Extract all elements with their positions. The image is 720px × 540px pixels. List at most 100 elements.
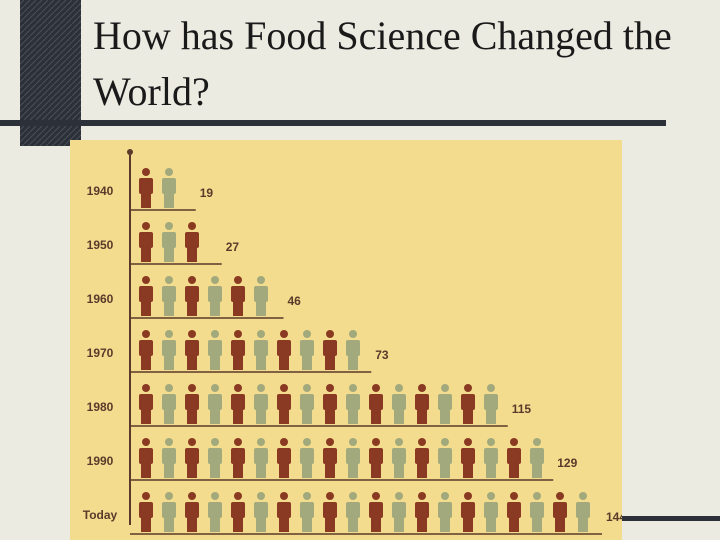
person-head (165, 384, 173, 392)
person-legs (509, 517, 519, 532)
person-body (484, 394, 498, 410)
person-body (277, 502, 291, 518)
person-body (300, 394, 314, 410)
person-head (326, 330, 334, 338)
person-body (530, 502, 544, 518)
person-legs (394, 463, 404, 478)
person-legs (486, 517, 496, 532)
person-body (254, 394, 268, 410)
person-head (487, 492, 495, 500)
person-legs (394, 409, 404, 424)
person-legs (210, 409, 220, 424)
person-body (254, 286, 268, 302)
person-legs (302, 463, 312, 478)
person-head (280, 384, 288, 392)
chart: 1940 19 1950 27 1960 46 1970 73 1980 115 1990 129 To… (70, 140, 622, 540)
person-head (372, 384, 380, 392)
person-legs (371, 463, 381, 478)
person-body (461, 502, 475, 518)
person-body (139, 448, 153, 464)
person-body (208, 286, 222, 302)
person-legs (417, 463, 427, 478)
person-head (188, 276, 196, 284)
person-legs (325, 463, 335, 478)
person-body (185, 394, 199, 410)
bottom-rule (610, 516, 720, 521)
person-body (231, 502, 245, 518)
person-legs (187, 517, 197, 532)
person-head (303, 492, 311, 500)
person-legs (417, 409, 427, 424)
person-head (395, 438, 403, 446)
person-legs (417, 517, 427, 532)
person-body (415, 448, 429, 464)
person-head (234, 276, 242, 284)
person-head (165, 330, 173, 338)
person-body (461, 394, 475, 410)
person-legs (440, 409, 450, 424)
person-head (349, 492, 357, 500)
person-head (257, 276, 265, 284)
person-legs (463, 517, 473, 532)
person-head (165, 492, 173, 500)
person-body (162, 448, 176, 464)
person-body (507, 502, 521, 518)
person-body (415, 502, 429, 518)
person-legs (141, 409, 151, 424)
person-legs (210, 517, 220, 532)
person-legs (187, 301, 197, 316)
person-body (323, 502, 337, 518)
person-body (231, 394, 245, 410)
icon-row (130, 222, 222, 265)
person-body (438, 394, 452, 410)
row-label: 1970 (87, 346, 114, 360)
person-legs (463, 409, 473, 424)
person-head (165, 222, 173, 230)
person-head (303, 438, 311, 446)
person-head (211, 330, 219, 338)
person-body (231, 286, 245, 302)
person-head (326, 384, 334, 392)
person-head (257, 492, 265, 500)
person-body (369, 502, 383, 518)
person-legs (279, 517, 289, 532)
person-head (142, 438, 150, 446)
person-legs (532, 463, 542, 478)
person-body (300, 448, 314, 464)
person-body (392, 394, 406, 410)
person-legs (325, 517, 335, 532)
person-head (487, 384, 495, 392)
person-legs (141, 463, 151, 478)
person-head (441, 492, 449, 500)
person-legs (371, 409, 381, 424)
person-body (162, 286, 176, 302)
person-head (211, 492, 219, 500)
person-body (139, 340, 153, 356)
row-label: 1940 (87, 184, 114, 198)
person-body (208, 448, 222, 464)
person-head (372, 438, 380, 446)
person-body (139, 502, 153, 518)
person-legs (164, 517, 174, 532)
person-legs (233, 463, 243, 478)
person-legs (187, 355, 197, 370)
person-body (139, 232, 153, 248)
person-legs (164, 193, 174, 208)
person-legs (279, 409, 289, 424)
axis-end (127, 149, 133, 155)
value-label: 73 (375, 348, 389, 362)
person-body (392, 448, 406, 464)
person-body (323, 394, 337, 410)
person-head (418, 384, 426, 392)
person-legs (279, 463, 289, 478)
person-head (510, 438, 518, 446)
person-head (326, 492, 334, 500)
person-body (323, 448, 337, 464)
person-head (257, 438, 265, 446)
person-legs (141, 517, 151, 532)
person-legs (302, 355, 312, 370)
person-head (188, 492, 196, 500)
icon-row (130, 492, 602, 535)
